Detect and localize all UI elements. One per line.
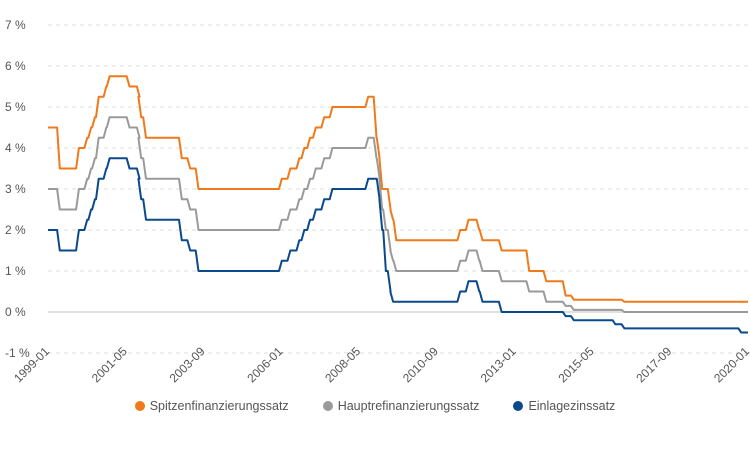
y-tick-label: -1 % [5, 346, 30, 360]
x-axis: 1999-01 2001-05 2003-09 2006-01 2008-05 2010-… [11, 344, 750, 385]
series-lines [48, 75, 748, 334]
legend-label: Spitzenfinanzierungssatz [149, 399, 289, 413]
y-tick-label: 6 % [5, 59, 26, 73]
y-tick-label: 3 % [5, 182, 26, 196]
x-tick-label: 2008-05 [322, 344, 363, 385]
y-axis: -1 % 0 % 1 % 2 % 3 % 4 % 5 % 6 % 7 % [5, 18, 30, 360]
x-tick-label: 2006-01 [244, 344, 285, 385]
legend-dot-icon [513, 401, 524, 411]
legend-item-einlage[interactable]: Einlagezinssatz [513, 399, 615, 413]
legend-dot-icon [322, 401, 333, 411]
x-tick-label: 2015-05 [556, 344, 597, 385]
series-line-spitzenfinanzierungssatz [48, 75, 748, 303]
series-line-einlagezinssatz [48, 157, 748, 334]
legend-item-haupt[interactable]: Hauptrefinanzierungssatz [322, 399, 480, 413]
x-tick-label: 2001-05 [89, 344, 130, 385]
series-line-hauptrefinanzierungssatz [48, 116, 748, 313]
grid-lines [48, 24, 748, 354]
x-tick-label: 2010-09 [400, 344, 441, 385]
y-tick-label: 2 % [5, 223, 26, 237]
y-tick-label: 5 % [5, 100, 26, 114]
legend-label: Hauptrefinanzierungssatz [337, 399, 480, 413]
legend: Spitzenfinanzierungssatz Hauptrefinanzie… [0, 399, 750, 413]
x-tick-label: 2003-09 [167, 344, 208, 385]
y-tick-label: 0 % [5, 305, 26, 319]
x-tick-label: 2013-01 [478, 344, 519, 385]
legend-label: Einlagezinssatz [528, 399, 616, 413]
x-tick-label: 2017-09 [633, 344, 674, 385]
x-tick-label: 2020-01 [711, 344, 750, 385]
y-tick-label: 7 % [5, 18, 26, 32]
legend-item-spitzen[interactable]: Spitzenfinanzierungssatz [134, 399, 289, 413]
y-tick-label: 1 % [5, 264, 26, 278]
y-tick-label: 4 % [5, 141, 26, 155]
legend-dot-icon [134, 401, 145, 411]
